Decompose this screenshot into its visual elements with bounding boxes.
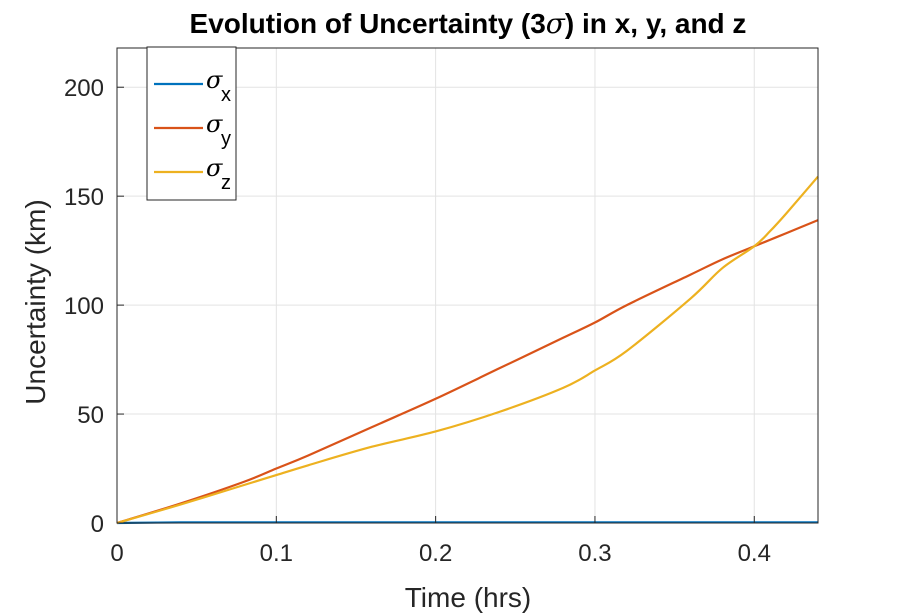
- x-tick-label: 0.1: [260, 540, 293, 567]
- chart-title-after: ) in x, y, and z: [565, 8, 747, 39]
- series-lines: [116, 175, 819, 525]
- series-line-z: [116, 175, 819, 525]
- y-axis-label: Uncertainty (km): [20, 199, 51, 404]
- legend-label-symbol-x: σ: [206, 66, 223, 94]
- legend-label-subscript-z: z: [221, 172, 231, 194]
- legend-label-symbol-z: σ: [206, 154, 223, 182]
- legend-box: [146, 46, 237, 201]
- chart-title-before: Evolution of Uncertainty (3: [190, 8, 546, 39]
- y-tick-label: 0: [91, 511, 104, 538]
- legend-label-subscript-y: y: [221, 128, 231, 150]
- x-tick-label: 0.3: [578, 540, 611, 567]
- series-line-x: [116, 521, 818, 525]
- y-tick-label: 50: [77, 402, 104, 429]
- x-tick-label: 0.4: [738, 540, 771, 567]
- y-tick-label: 100: [64, 293, 104, 320]
- y-tick-label: 200: [64, 75, 104, 102]
- legend-label-subscript-x: x: [221, 84, 231, 106]
- x-tick-label: 0.2: [419, 540, 452, 567]
- plot-area-border: [116, 47, 819, 524]
- x-axis-label: Time (hrs): [405, 582, 532, 613]
- chart-title: Evolution of Uncertainty (3σ) in x, y, a…: [190, 7, 747, 40]
- y-tick-label: 150: [64, 184, 104, 211]
- chart-title-symbol: σ: [546, 7, 566, 40]
- legend-label-symbol-y: σ: [206, 110, 223, 138]
- x-tick-label: 0: [110, 540, 123, 567]
- axis-ticks: 0 0.1 0.2 0.3 0.4 0 50 100 150 200: [64, 75, 771, 567]
